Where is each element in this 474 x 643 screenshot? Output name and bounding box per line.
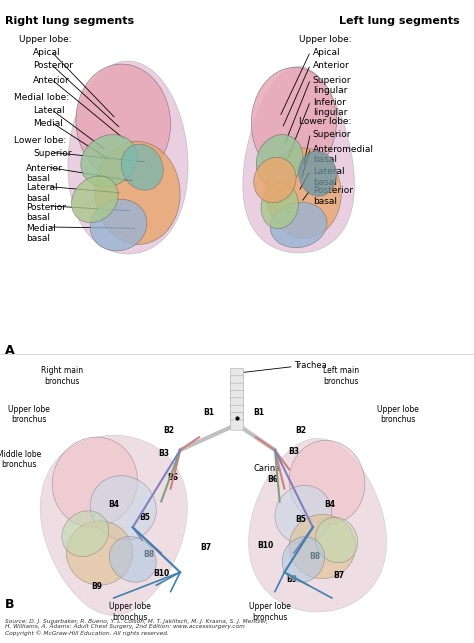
Text: Upper lobe:: Upper lobe:	[19, 35, 72, 44]
FancyBboxPatch shape	[230, 420, 244, 430]
Text: Lower lobe:: Lower lobe:	[299, 117, 351, 126]
FancyBboxPatch shape	[230, 368, 244, 379]
Text: B5: B5	[296, 515, 306, 524]
Ellipse shape	[256, 134, 303, 187]
Ellipse shape	[282, 537, 325, 582]
Text: Anterior
basal: Anterior basal	[26, 164, 63, 183]
Text: Upper lobe
bronchus: Upper lobe bronchus	[8, 405, 49, 424]
Text: B2: B2	[295, 426, 307, 435]
Text: Medial: Medial	[33, 119, 63, 128]
Text: B6: B6	[267, 475, 278, 484]
Text: B10: B10	[257, 541, 273, 550]
Text: Right main
bronchus: Right main bronchus	[41, 367, 82, 386]
Ellipse shape	[299, 151, 337, 196]
Text: Superior: Superior	[33, 149, 72, 158]
Text: Posterior
basal: Posterior basal	[313, 186, 353, 206]
Text: B3: B3	[288, 447, 300, 456]
Text: B1: B1	[203, 408, 214, 417]
Text: Inferior
lingular: Inferior lingular	[313, 98, 347, 117]
Text: Anterior: Anterior	[33, 76, 70, 85]
Ellipse shape	[289, 440, 365, 524]
FancyBboxPatch shape	[230, 398, 244, 408]
Text: Source: D. J. Sugarbaker, R. Bueno, Y. L. Colson, M. T. Jaklitsch, M. J. Krasna,: Source: D. J. Sugarbaker, R. Bueno, Y. L…	[5, 619, 268, 636]
Text: Middle lobe
bronchus: Middle lobe bronchus	[0, 450, 41, 469]
Text: Posterior: Posterior	[33, 61, 73, 70]
Text: B1: B1	[253, 408, 264, 417]
Text: Anteromedial
basal: Anteromedial basal	[313, 145, 374, 164]
Text: B9: B9	[286, 575, 297, 584]
Text: Superior
lingular: Superior lingular	[313, 76, 351, 95]
Ellipse shape	[81, 134, 137, 187]
Text: Trachea: Trachea	[294, 361, 327, 370]
Ellipse shape	[265, 148, 341, 238]
Text: Upper lobe
bronchus: Upper lobe bronchus	[109, 602, 151, 622]
FancyBboxPatch shape	[230, 390, 244, 401]
Ellipse shape	[251, 68, 337, 177]
Text: Left lung segments: Left lung segments	[339, 16, 460, 26]
Ellipse shape	[261, 183, 298, 229]
Text: B8: B8	[144, 550, 155, 559]
Polygon shape	[68, 61, 188, 254]
Ellipse shape	[289, 514, 356, 579]
Text: Left main
bronchus: Left main bronchus	[323, 367, 359, 386]
Ellipse shape	[121, 144, 163, 190]
Polygon shape	[249, 439, 386, 612]
FancyBboxPatch shape	[230, 405, 244, 415]
Text: B2: B2	[163, 426, 174, 435]
FancyBboxPatch shape	[230, 376, 244, 386]
Text: B6: B6	[167, 473, 179, 482]
Ellipse shape	[275, 485, 332, 543]
Text: Lower lobe:: Lower lobe:	[14, 136, 66, 145]
Text: B4: B4	[108, 500, 119, 509]
Text: A: A	[5, 344, 14, 357]
Text: Apical: Apical	[313, 48, 340, 57]
Ellipse shape	[66, 521, 133, 585]
Text: Lateral: Lateral	[33, 106, 65, 115]
Text: Medial
basal: Medial basal	[26, 224, 56, 243]
Text: Lateral
basal: Lateral basal	[313, 167, 345, 186]
Ellipse shape	[270, 203, 327, 248]
Polygon shape	[243, 66, 355, 253]
FancyBboxPatch shape	[230, 383, 244, 394]
Text: Carina: Carina	[254, 464, 281, 473]
FancyBboxPatch shape	[230, 413, 244, 423]
Text: B: B	[5, 598, 14, 611]
Ellipse shape	[90, 199, 147, 251]
Text: B3: B3	[158, 449, 169, 458]
Text: B7: B7	[201, 543, 212, 552]
Text: Medial lobe:: Medial lobe:	[14, 93, 69, 102]
Text: B8: B8	[310, 552, 321, 561]
Polygon shape	[40, 435, 187, 615]
Ellipse shape	[52, 437, 137, 527]
Text: Upper lobe
bronchus: Upper lobe bronchus	[377, 405, 419, 424]
Ellipse shape	[315, 518, 358, 563]
Text: Upper lobe
bronchus: Upper lobe bronchus	[249, 602, 291, 622]
Text: Superior: Superior	[313, 130, 351, 139]
Text: Right lung segments: Right lung segments	[5, 16, 134, 26]
Ellipse shape	[254, 158, 296, 203]
Text: Lateral
basal: Lateral basal	[26, 183, 58, 203]
Text: Posterior
basal: Posterior basal	[26, 203, 66, 222]
Ellipse shape	[72, 176, 118, 222]
Text: Anterior: Anterior	[313, 61, 350, 70]
Ellipse shape	[76, 64, 171, 180]
Text: Upper lobe:: Upper lobe:	[299, 35, 351, 44]
Text: B10: B10	[153, 569, 169, 578]
Text: B5: B5	[139, 513, 150, 522]
Ellipse shape	[62, 511, 109, 557]
Text: B7: B7	[333, 571, 345, 580]
Text: B9: B9	[91, 582, 103, 591]
Ellipse shape	[95, 141, 180, 244]
Ellipse shape	[90, 476, 156, 540]
Text: Apical: Apical	[33, 48, 61, 57]
Text: B4: B4	[324, 500, 335, 509]
Ellipse shape	[109, 536, 156, 583]
